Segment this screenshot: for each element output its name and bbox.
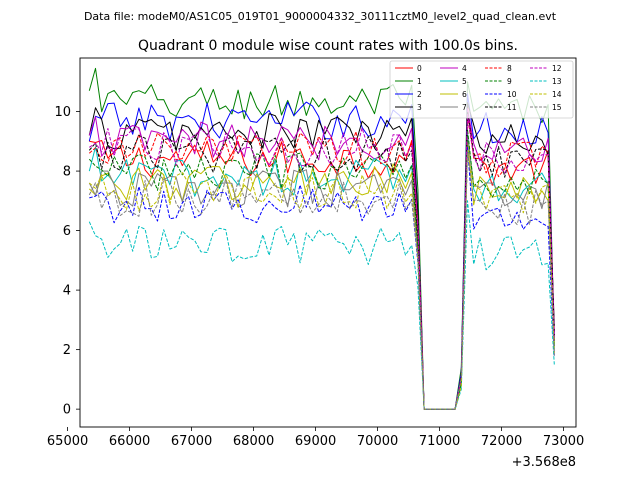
series-line-13: [88, 200, 555, 410]
y-tick-label: 8: [63, 165, 71, 180]
legend-label-4: 4: [462, 64, 467, 73]
datafile-caption: Data file: modeM0/AS1C05_019T01_90000043…: [84, 10, 557, 23]
x-tick-label: 68000: [233, 434, 274, 449]
x-offset-label: +3.568e8: [512, 455, 576, 470]
y-tick-label: 2: [63, 343, 71, 358]
legend-label-9: 9: [507, 77, 512, 86]
legend-label-2: 2: [417, 90, 422, 99]
legend-label-1: 1: [417, 77, 422, 86]
legend-label-7: 7: [462, 103, 467, 112]
x-tick-label: 66000: [109, 434, 150, 449]
legend-label-3: 3: [417, 103, 422, 112]
plot-frame: [79, 57, 577, 428]
y-tick-label: 10: [54, 105, 71, 120]
legend-label-10: 10: [507, 90, 517, 99]
series-line-0: [89, 105, 555, 410]
series-line-12: [89, 114, 555, 410]
legend-label-13: 13: [552, 77, 562, 86]
series-line-1: [88, 67, 555, 410]
x-tick-label: 65000: [47, 434, 88, 449]
series-line-7: [88, 134, 555, 410]
x-tick-label: 69000: [295, 434, 336, 449]
series-line-15: [88, 149, 555, 410]
series-line-10: [89, 146, 555, 410]
x-tick-label: 71000: [419, 434, 460, 449]
legend-label-15: 15: [552, 103, 562, 112]
series-line-6: [88, 140, 555, 410]
series-line-8: [88, 117, 555, 410]
legend-box: [389, 60, 574, 119]
x-tick-label: 73000: [543, 434, 584, 449]
series-line-14: [88, 152, 555, 410]
y-tick-label: 6: [63, 224, 71, 239]
legend-label-14: 14: [552, 90, 562, 99]
series-line-3: [88, 102, 555, 410]
legend-label-0: 0: [417, 64, 422, 73]
legend-label-12: 12: [552, 64, 562, 73]
series-layer: [88, 67, 555, 410]
legend-label-6: 6: [462, 90, 467, 99]
y-tick-label: 4: [63, 284, 71, 299]
legend-label-11: 11: [507, 103, 517, 112]
x-tick-label: 72000: [481, 434, 522, 449]
legend-label-5: 5: [462, 77, 467, 86]
x-axis: 65000 66000 67000 68000 69000 70000 71000 72000…: [47, 427, 584, 449]
series-line-5: [88, 131, 555, 410]
y-tick-label: 0: [63, 403, 71, 418]
legend-label-8: 8: [507, 64, 512, 73]
series-line-9: [88, 128, 555, 410]
x-tick-label: 67000: [171, 434, 212, 449]
x-tick-label: 70000: [357, 434, 398, 449]
y-axis: 0 2 4 6 8 10: [54, 105, 80, 418]
chart-title: Quadrant 0 module wise count rates with …: [138, 38, 518, 54]
